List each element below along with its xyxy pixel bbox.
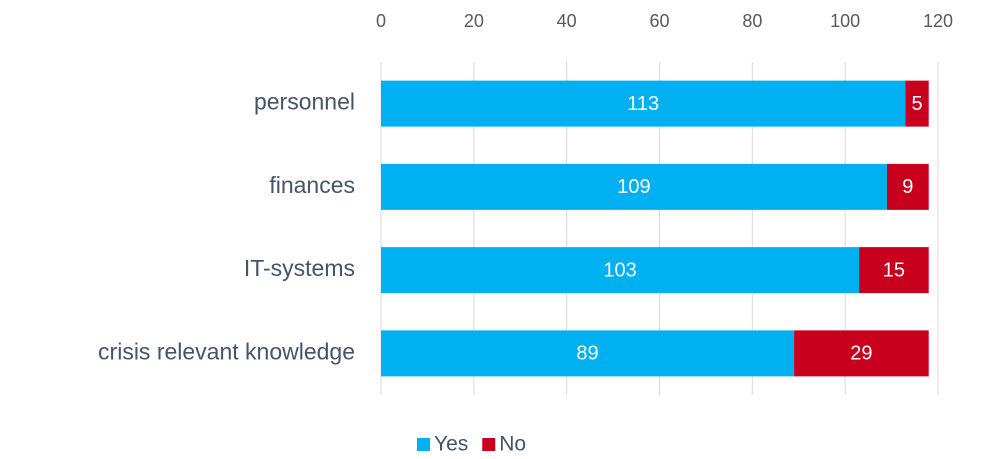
data-label: 29	[850, 343, 872, 365]
bar-segment	[381, 80, 906, 127]
legend-swatch	[417, 438, 430, 451]
category-label: personnel	[254, 89, 355, 115]
data-label: 113	[627, 93, 659, 115]
data-label: 109	[617, 176, 650, 198]
x-tick-label: 60	[649, 11, 669, 31]
legend-label: No	[499, 433, 526, 456]
bar-segment	[381, 247, 860, 294]
x-tick-label: 80	[742, 11, 762, 31]
x-tick-label: 100	[830, 11, 860, 31]
bar-segment	[905, 80, 929, 127]
category-label: crisis relevant knowledge	[98, 338, 355, 364]
x-tick-label: 0	[376, 11, 386, 31]
data-label: 5	[912, 93, 923, 115]
bar-segment	[886, 163, 929, 210]
data-label: 9	[902, 176, 913, 198]
legend-swatch	[482, 438, 496, 451]
x-tick-label: 20	[464, 11, 484, 31]
x-tick-label: 40	[557, 11, 577, 31]
data-label: 103	[603, 259, 636, 281]
bar-segment	[381, 330, 795, 377]
data-label: 15	[883, 259, 905, 281]
bar-segment	[794, 330, 929, 377]
legend-label: Yes	[434, 433, 468, 456]
bar-segment	[381, 163, 887, 210]
x-tick-label: 120	[923, 11, 953, 31]
data-label: 89	[576, 343, 598, 365]
bar-segment	[859, 247, 929, 294]
category-label: IT-systems	[244, 255, 355, 281]
category-label: finances	[269, 172, 355, 198]
